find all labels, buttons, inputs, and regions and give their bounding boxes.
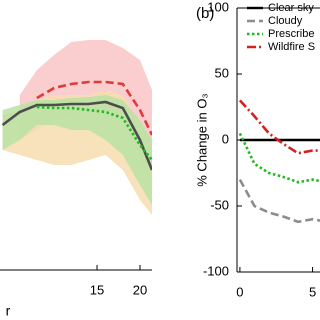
series-line	[36, 105, 152, 161]
legend-label: Cloudy	[268, 15, 303, 27]
series-line	[238, 132, 320, 184]
x-tick-label: 15	[90, 282, 104, 297]
y-tick-label: -100	[203, 263, 229, 278]
legend-label: Prescribe	[268, 28, 314, 40]
y-tick-label: 50	[215, 65, 229, 80]
y-axis-label: % Change in O₃	[194, 93, 209, 186]
y-tick-label: 0	[222, 131, 229, 146]
series-line	[238, 99, 320, 155]
series-line	[238, 178, 320, 224]
x-tick-label: 0	[236, 284, 243, 299]
y-tick-label: -50	[210, 197, 229, 212]
series-line	[1, 100, 152, 171]
legend-label: Clear sky	[268, 2, 314, 14]
plot-area	[1, 40, 152, 215]
x-tick-label: 20	[133, 282, 147, 297]
series-line	[36, 80, 152, 136]
y-tick-label: 100	[207, 0, 229, 14]
panel-label: (b)	[196, 5, 214, 22]
band	[2, 95, 152, 205]
x-axis-label: r	[6, 303, 11, 319]
x-tick-label: 5	[309, 284, 316, 299]
legend-label: Wildfire S	[268, 41, 315, 53]
plot-area	[238, 99, 320, 224]
